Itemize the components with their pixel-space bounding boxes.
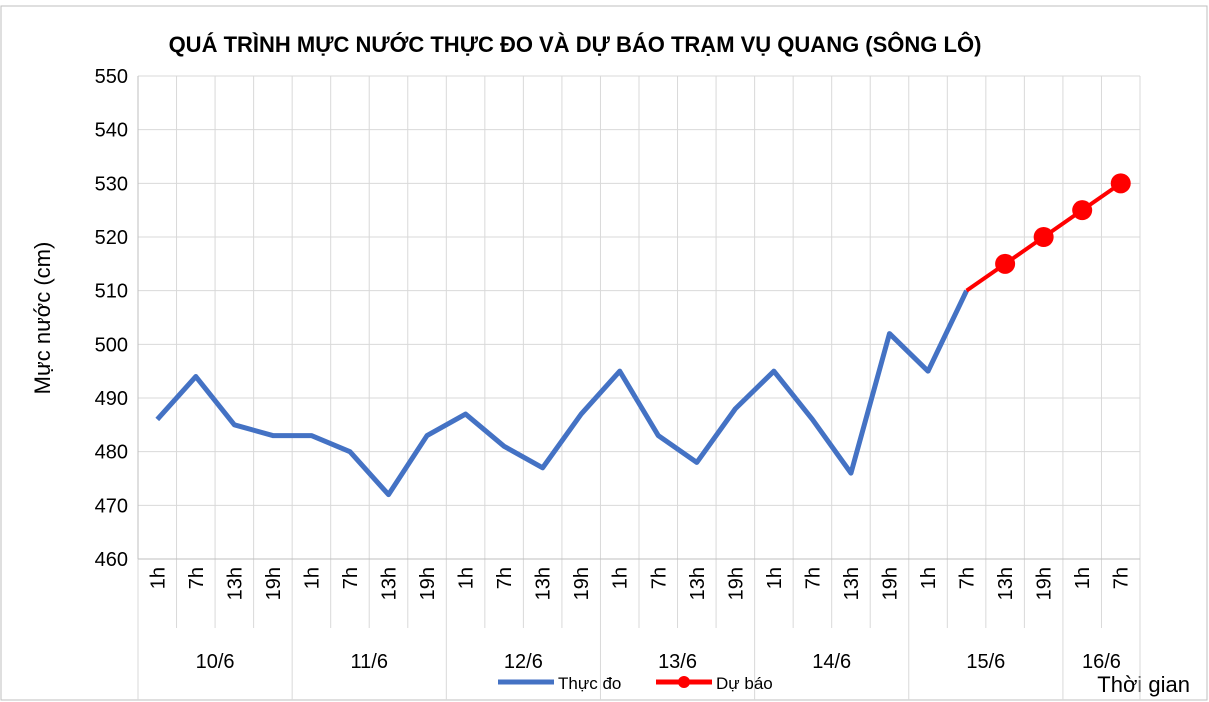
x-group-label: 12/6 (504, 651, 543, 673)
series-line (155, 289, 969, 498)
x-tick-label: 7h (340, 567, 362, 589)
y-tick-label: 460 (95, 549, 128, 571)
x-tick-label: 1h (918, 567, 940, 589)
x-group-label: 13/6 (658, 651, 697, 673)
x-tick-label: 1h (764, 567, 786, 589)
x-tick-label: 1h (1072, 567, 1094, 589)
x-tick-label: 7h (802, 567, 824, 589)
y-tick-label: 500 (95, 334, 128, 356)
x-group-label: 14/6 (812, 651, 851, 673)
chart-frame (0, 5, 1208, 701)
x-tick-label: 7h (957, 567, 979, 589)
x-tick-label: 1h (147, 567, 169, 589)
series-marker (995, 253, 1016, 274)
x-tick-label: 19h (263, 567, 285, 600)
legend-label: Dự báo (716, 674, 773, 693)
x-tick-label: 1h (610, 567, 632, 589)
x-group-label: 10/6 (196, 651, 235, 673)
y-tick-label: 510 (95, 281, 128, 303)
x-axis-label: Thời gian (1097, 672, 1190, 697)
x-tick-label: 7h (186, 567, 208, 589)
y-tick-label: 540 (95, 120, 128, 142)
x-tick-label: 7h (648, 567, 670, 589)
legend-label: Thực đo (558, 674, 621, 693)
x-tick-label: 19h (1034, 567, 1056, 600)
x-tick-label: 13h (687, 567, 709, 600)
x-tick-label: 13h (533, 567, 555, 600)
x-group-label: 11/6 (351, 651, 388, 673)
y-tick-label: 530 (95, 173, 128, 195)
x-tick-label: 13h (379, 567, 401, 600)
series-marker (1033, 227, 1054, 247)
x-tick-label: 19h (417, 567, 439, 600)
series-marker (1110, 173, 1131, 194)
x-tick-label: 19h (571, 567, 593, 600)
y-tick-label: 550 (95, 66, 128, 88)
x-group-label: 16/6 (1082, 651, 1121, 673)
chart-title: QUÁ TRÌNH MỰC NƯỚC THỰC ĐO VÀ DỰ BÁO TRẠ… (169, 32, 982, 57)
y-axis-label: Mực nước (cm) (30, 242, 55, 395)
series-marker (1072, 200, 1093, 221)
x-tick-label: 1h (456, 567, 478, 589)
y-tick-label: 480 (95, 442, 128, 464)
x-tick-label: 13h (841, 567, 863, 600)
x-tick-label: 13h (995, 567, 1017, 600)
x-group-label: 15/6 (966, 651, 1005, 673)
y-tick-label: 490 (95, 388, 128, 410)
x-tick-label: 7h (494, 567, 516, 589)
x-tick-label: 7h (1111, 567, 1133, 589)
y-tick-label: 520 (95, 227, 128, 249)
x-tick-label: 19h (880, 567, 902, 600)
x-tick-label: 1h (301, 567, 323, 589)
x-tick-label: 13h (224, 567, 246, 600)
x-tick-label: 19h (725, 567, 747, 600)
y-tick-label: 470 (95, 495, 128, 517)
legend-marker (678, 676, 690, 688)
